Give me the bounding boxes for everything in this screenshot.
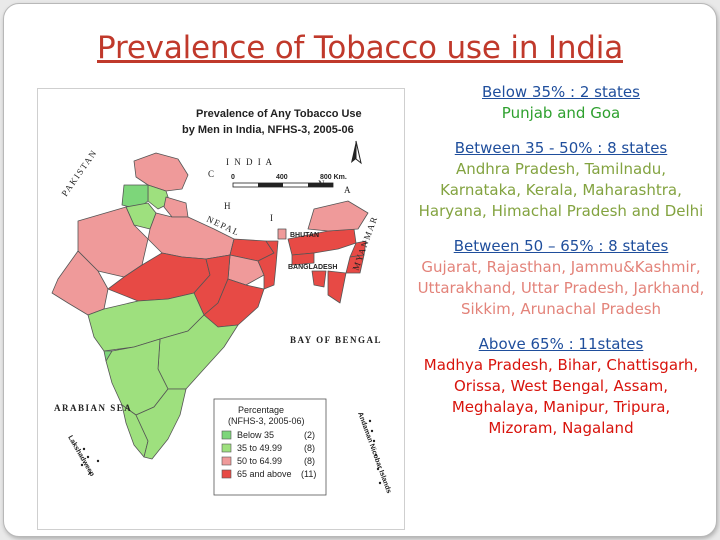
india-map: Prevalence of Any Tobacco Use by Men in … [37, 88, 405, 530]
legend-row-count: (11) [301, 469, 316, 479]
svg-text:800 Km.: 800 Km. [320, 174, 347, 181]
svg-text:I: I [270, 213, 275, 223]
group-below-35: Below 35% : 2 states Punjab and Goa [416, 82, 706, 124]
legend-row-count: (2) [304, 430, 315, 440]
state-mizoram [327, 270, 347, 304]
map-country-label: I N D I A [226, 157, 274, 167]
svg-text:H: H [224, 201, 232, 211]
group-states: Gujarat, Rajasthan, Jammu&Kashmir, Uttar… [417, 258, 705, 318]
states [51, 152, 369, 460]
legend-row-label: Below 35 [237, 430, 274, 440]
svg-text:BANGLADESH: BANGLADESH [288, 264, 337, 271]
legend-title: Percentage [238, 405, 284, 415]
map-legend: Percentage (NFHS-3, 2005-06) Below 35 (2… [213, 398, 327, 496]
state-arunachal [307, 200, 369, 232]
group-above-65: Above 65% : 11states Madhya Pradesh, Bih… [416, 334, 706, 439]
group-heading: Below 35% : 2 states [482, 83, 640, 101]
svg-text:BAY OF BENGAL: BAY OF BENGAL [290, 335, 382, 345]
map-title-line2: by Men in India, NFHS-3, 2005-06 [182, 124, 354, 136]
state-tripura [311, 270, 327, 288]
map-svg: Prevalence of Any Tobacco Use by Men in … [51, 108, 392, 496]
svg-text:ARABIAN SEA: ARABIAN SEA [54, 403, 132, 413]
svg-text:PAKISTAN: PAKISTAN [59, 147, 99, 198]
prevalence-groups: Below 35% : 2 states Punjab and Goa Betw… [416, 82, 706, 453]
group-35-50: Between 35 - 50% : 8 states Andhra Prade… [416, 138, 706, 222]
svg-text:Andaman Nicobar Islands: Andaman Nicobar Islands [356, 411, 392, 494]
svg-text:C: C [208, 169, 216, 179]
svg-text:400: 400 [276, 174, 288, 181]
state-uttarakhand [163, 196, 189, 218]
island-dots [80, 419, 382, 485]
legend-row-label: 50 to 64.99 [237, 456, 282, 466]
svg-text:N: N [318, 179, 326, 189]
state-manipur [345, 254, 365, 274]
legend-row-label: 35 to 49.99 [237, 443, 282, 453]
group-heading: Above 65% : 11states [478, 335, 644, 353]
legend-row-count: (8) [304, 456, 315, 466]
legend-row-label: 65 and above [237, 469, 292, 479]
group-states: Andhra Pradesh, Tamilnadu, Karnataka, Ke… [418, 160, 704, 220]
group-50-65: Between 50 – 65% : 8 states Gujarat, Raj… [416, 236, 706, 320]
state-jammu-kashmir [133, 152, 189, 192]
svg-text:BHUTAN: BHUTAN [290, 232, 319, 239]
north-arrow-icon [351, 140, 362, 165]
map-title-line1: Prevalence of Any Tobacco Use [196, 108, 362, 120]
slide-title: Prevalence of Tobacco use in India [97, 30, 623, 66]
slide: Prevalence of Tobacco use in India Preva… [3, 3, 717, 537]
group-heading: Between 35 - 50% : 8 states [454, 139, 668, 157]
scale-bar: 0 400 800 Km. [231, 174, 347, 188]
group-states: Punjab and Goa [501, 104, 621, 122]
group-heading: Between 50 – 65% : 8 states [453, 237, 669, 255]
state-tamil-nadu [135, 388, 187, 460]
legend-row-count: (8) [304, 443, 315, 453]
svg-text:0: 0 [231, 174, 235, 181]
state-meghalaya [291, 252, 315, 266]
svg-text:Lakshadweep: Lakshadweep [66, 435, 95, 478]
svg-text:A: A [344, 185, 352, 195]
legend-subtitle: (NFHS-3, 2005-06) [228, 416, 305, 426]
group-states: Madhya Pradesh, Bihar, Chattisgarh, Oris… [423, 356, 699, 437]
state-sikkim [277, 228, 287, 240]
